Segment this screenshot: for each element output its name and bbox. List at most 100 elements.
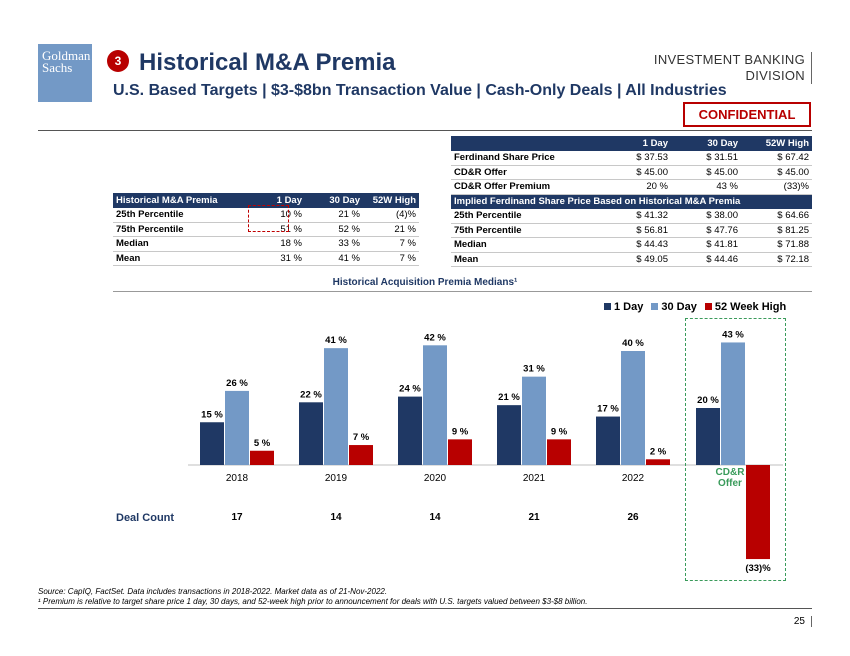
bar — [398, 396, 422, 465]
data-label: 43 % — [722, 329, 744, 340]
data-label: 9 % — [551, 426, 568, 437]
bar — [423, 345, 447, 465]
data-label: 20 % — [697, 395, 719, 406]
data-label: 7 % — [353, 432, 370, 443]
table-header-cell: 1 Day — [601, 136, 671, 151]
data-label: 31 % — [523, 364, 545, 375]
bar — [547, 439, 571, 465]
table-header-cell: 30 Day — [305, 193, 363, 208]
table-row: 25th Percentile 10 % 21 % (4)% — [113, 207, 419, 223]
step-badge: 3 — [107, 50, 129, 72]
table-row: 25th Percentile $ 41.32 $ 38.00 $ 64.66 — [451, 208, 812, 224]
confidential-badge: CONFIDENTIAL — [683, 102, 811, 127]
bar — [746, 465, 770, 560]
table-row: 75th Percentile 51 % 52 % 21 % — [113, 222, 419, 237]
cdr-offer-highlight-box — [685, 318, 786, 581]
goldman-sachs-logo: Goldman Sachs — [38, 44, 92, 102]
table-header-cell: Historical M&A Premia — [113, 193, 245, 208]
data-label: 21 % — [498, 392, 520, 403]
deal-count-value: 14 — [330, 512, 342, 523]
table-cell: $ 56.81 — [601, 223, 671, 238]
footer-divider — [38, 608, 812, 609]
table-header-cell: 52W High — [363, 193, 419, 208]
table-header-cell — [451, 136, 601, 151]
table-cell: (4)% — [363, 207, 419, 223]
deal-count-value: 26 — [627, 512, 639, 523]
table-header-row: Historical M&A Premia 1 Day 30 Day 52W H… — [113, 193, 419, 208]
table-cell: 52 % — [305, 222, 363, 237]
table-cell: $ 41.32 — [601, 208, 671, 224]
table-cell: 31 % — [245, 251, 305, 266]
table-row: Median $ 44.43 $ 41.81 $ 71.88 — [451, 237, 812, 253]
table-cell: 43 % — [671, 179, 741, 195]
legend-item: 30 Day — [651, 301, 697, 313]
chart-divider — [113, 291, 812, 292]
bar — [497, 405, 521, 465]
row-label: 75th Percentile — [113, 222, 245, 237]
chart-title: Historical Acquisition Premia Medians¹ — [332, 277, 518, 288]
table-cell: $ 81.25 — [741, 223, 812, 238]
premia-bar-chart: 15 % 26 % 5 % 2018 22 % 41 % 7 % 2019 24 % 42 % 9 … — [188, 329, 783, 574]
table-row: 75th Percentile $ 56.81 $ 47.76 $ 81.25 — [451, 223, 812, 238]
legend-label: 1 Day — [614, 301, 644, 313]
row-label: Median — [113, 236, 245, 252]
category-label: 2018 — [226, 473, 249, 484]
page-number: 25 — [794, 616, 812, 627]
category-label: 2022 — [622, 473, 645, 484]
table-cell: 10 % — [245, 207, 305, 223]
cdr-offer-label: CD&R Offer — [715, 467, 745, 489]
table-cell: 7 % — [363, 251, 419, 266]
table-cell: 7 % — [363, 236, 419, 252]
data-label: 2 % — [650, 446, 667, 457]
legend-item: 1 Day — [604, 301, 643, 313]
logo-line2: Sachs — [42, 60, 73, 75]
table-row: CD&R Offer Premium 20 % 43 % (33)% — [451, 179, 812, 195]
cdr-label-line1: CD&R — [715, 467, 745, 478]
highlight-box — [248, 205, 289, 232]
data-label: 22 % — [300, 389, 322, 400]
bar — [621, 351, 645, 465]
data-label: 15 % — [201, 409, 223, 420]
chart-legend: 1 Day 30 Day 52 Week High — [604, 301, 786, 313]
legend-swatch — [704, 303, 712, 310]
legend-label: 30 Day — [661, 301, 697, 313]
data-label: 17 % — [597, 404, 619, 415]
table-cell: 33 % — [305, 236, 363, 252]
logo-line1: Goldman — [42, 48, 91, 63]
table-cell: $ 31.51 — [671, 150, 741, 166]
table-cell: $ 37.53 — [601, 150, 671, 166]
table-cell: 21 % — [305, 207, 363, 223]
row-label: 25th Percentile — [451, 208, 601, 224]
table-row: Median 18 % 33 % 7 % — [113, 236, 419, 252]
implied-share-price-table: 1 Day 30 Day 52W High Ferdinand Share Pr… — [451, 136, 812, 267]
legend-item: 52 Week High — [704, 301, 787, 313]
table-header-row: 1 Day 30 Day 52W High — [451, 136, 812, 151]
deal-count-value: 17 — [231, 512, 243, 523]
row-label: Median — [451, 237, 601, 253]
bar — [448, 439, 472, 465]
data-label: 9 % — [452, 426, 469, 437]
table-header-cell: 30 Day — [671, 136, 741, 151]
legend-label: 52 Week High — [714, 301, 787, 313]
table-cell: $ 72.18 — [741, 252, 812, 267]
bar — [596, 416, 620, 465]
data-label: 24 % — [399, 384, 421, 395]
row-label: Ferdinand Share Price — [451, 150, 601, 166]
division-line2: DIVISION — [745, 68, 805, 83]
header-divider — [38, 130, 812, 131]
table-cell: $ 45.00 — [671, 165, 741, 180]
table-header-cell: 1 Day — [245, 193, 305, 208]
bar — [349, 445, 373, 465]
data-label: 5 % — [254, 438, 271, 449]
row-label: Mean — [113, 251, 245, 266]
bar — [721, 342, 745, 465]
data-label: 40 % — [622, 338, 644, 349]
bar — [299, 402, 323, 465]
table-row: Ferdinand Share Price $ 37.53 $ 31.51 $ … — [451, 150, 812, 166]
legend-swatch — [651, 303, 659, 310]
source-note: Source: CapIQ, FactSet. Data includes tr… — [38, 587, 587, 607]
table-cell: $ 71.88 — [741, 237, 812, 253]
row-label: CD&R Offer Premium — [451, 179, 601, 195]
table-cell: $ 44.46 — [671, 252, 741, 267]
category-label: 2020 — [424, 473, 447, 484]
